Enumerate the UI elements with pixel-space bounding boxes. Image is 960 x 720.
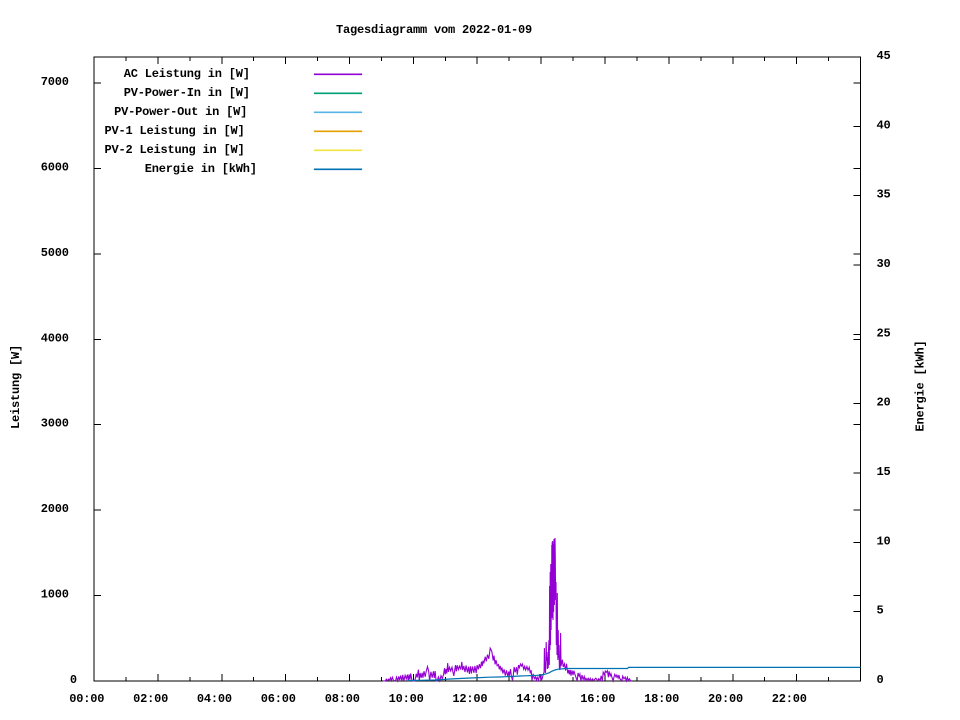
svg-text:PV-1 Leistung in [W]: PV-1 Leistung in [W] [104,124,244,138]
svg-text:25: 25 [877,326,891,340]
svg-text:3000: 3000 [41,417,69,431]
svg-text:12:00: 12:00 [452,692,487,706]
svg-text:14:00: 14:00 [516,692,551,706]
svg-text:6000: 6000 [41,160,69,174]
svg-text:2000: 2000 [41,502,69,516]
svg-text:35: 35 [877,188,891,202]
svg-text:Leistung [W]: Leistung [W] [9,345,23,429]
svg-text:PV-Power-Out in [W]: PV-Power-Out in [W] [114,105,247,119]
svg-text:1000: 1000 [41,588,69,602]
svg-text:16:00: 16:00 [580,692,615,706]
svg-text:AC Leistung in [W]: AC Leistung in [W] [124,67,250,81]
svg-text:45: 45 [877,49,891,63]
svg-text:10:00: 10:00 [389,692,424,706]
svg-text:18:00: 18:00 [644,692,679,706]
svg-text:20: 20 [877,396,891,410]
svg-text:08:00: 08:00 [325,692,360,706]
svg-text:30: 30 [877,257,891,271]
svg-text:00:00: 00:00 [69,692,104,706]
svg-text:15: 15 [877,465,891,479]
svg-text:40: 40 [877,118,891,132]
svg-text:02:00: 02:00 [133,692,168,706]
svg-text:Tagesdiagramm vom 2022-01-09: Tagesdiagramm vom 2022-01-09 [336,23,532,37]
svg-text:4000: 4000 [41,331,69,345]
svg-text:04:00: 04:00 [197,692,232,706]
svg-text:5: 5 [877,604,884,618]
svg-text:PV-2 Leistung in [W]: PV-2 Leistung in [W] [104,143,244,157]
svg-text:Energie in [kWh]: Energie in [kWh] [145,162,257,176]
svg-text:7000: 7000 [41,75,69,89]
svg-text:20:00: 20:00 [708,692,743,706]
svg-text:0: 0 [877,673,884,687]
svg-text:06:00: 06:00 [261,692,296,706]
svg-text:0: 0 [70,673,77,687]
svg-text:10: 10 [877,534,891,548]
svg-text:Energie [kWh]: Energie [kWh] [914,340,928,431]
svg-text:PV-Power-In in [W]: PV-Power-In in [W] [124,86,250,100]
svg-text:22:00: 22:00 [772,692,807,706]
svg-text:5000: 5000 [41,246,69,260]
